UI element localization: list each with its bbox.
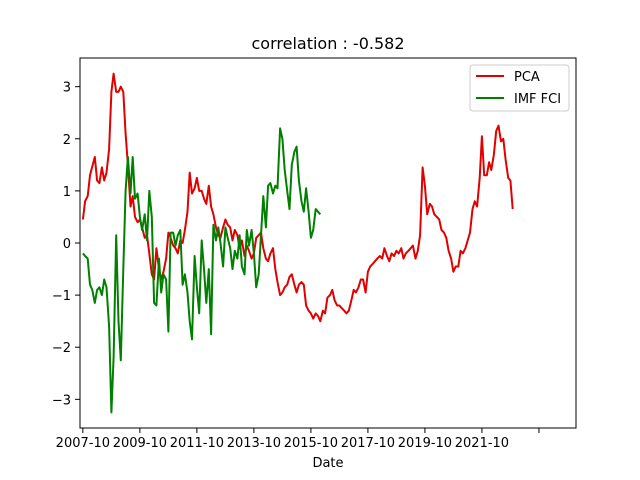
plot-frame xyxy=(79,57,577,429)
x-tick-label: 2015-10 xyxy=(284,436,338,451)
chart-title: correlation : -0.582 xyxy=(252,34,405,53)
legend: PCA IMF FCI xyxy=(469,64,570,112)
y-tick-label: −3 xyxy=(52,393,71,408)
legend-label: IMF FCI xyxy=(514,92,561,107)
legend-label: PCA xyxy=(514,70,540,85)
x-tick-label: 2021-10 xyxy=(455,436,509,451)
plot-area xyxy=(81,72,514,414)
y-tick-label: 0 xyxy=(63,237,71,252)
series-line-pca xyxy=(81,72,514,323)
series-line-imf-fci xyxy=(82,127,322,414)
x-tick-label: 2011-10 xyxy=(170,436,224,451)
x-axis: 2007-10 2009-10 2011-10 2013-10 2015-10 2017-… xyxy=(56,428,540,451)
x-tick-label: 2007-10 xyxy=(56,436,110,451)
x-axis-title: Date xyxy=(312,456,343,471)
y-tick-label: −2 xyxy=(52,341,71,356)
x-tick-label: 2019-10 xyxy=(398,436,452,451)
y-tick-label: 3 xyxy=(63,81,71,96)
y-axis: −3 −2 −1 0 1 2 3 xyxy=(52,81,80,408)
y-tick-label: 1 xyxy=(63,185,71,200)
y-tick-label: 2 xyxy=(63,133,71,148)
x-tick-label: 2013-10 xyxy=(227,436,281,451)
y-tick-label: −1 xyxy=(52,289,71,304)
x-tick-label: 2009-10 xyxy=(113,436,167,451)
x-tick-label: 2017-10 xyxy=(341,436,395,451)
